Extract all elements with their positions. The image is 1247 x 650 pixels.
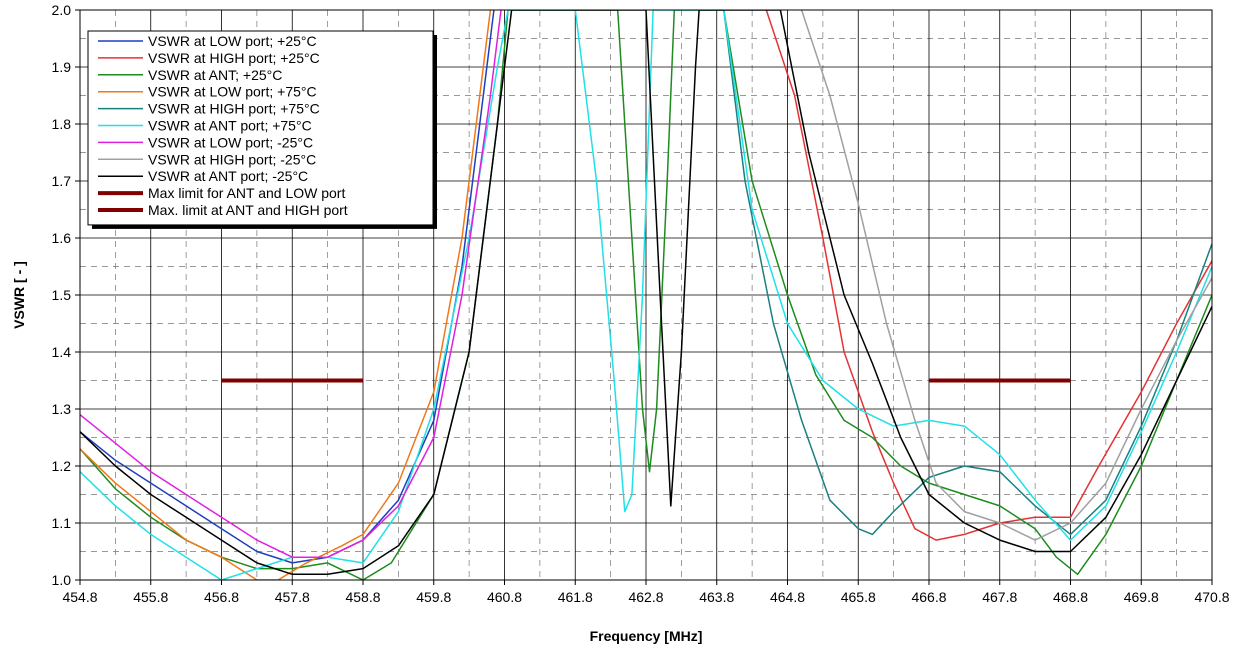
x-tick-label: 460.8 [487,589,522,605]
x-tick-label: 469.8 [1124,589,1159,605]
x-axis-ticks: 454.8 455.8 456.8 457.8 458.8 459.8 460.8 461.8… [62,580,1230,605]
legend-label: VSWR at ANT; +25°C [148,67,282,83]
legend-label: VSWR at ANT port; +75°C [148,118,312,134]
series-line-9 [80,10,1212,576]
x-tick-label: 468.8 [1053,589,1088,605]
legend-label: VSWR at ANT port; -25°C [148,168,308,184]
x-tick-label: 462.8 [628,589,663,605]
y-tick-label: 1.5 [52,287,72,303]
series-line-6 [80,10,1212,580]
x-tick-label: 467.8 [982,589,1017,605]
series-line-7 [80,10,502,558]
y-tick-label: 2.0 [52,2,72,18]
y-tick-label: 1.0 [52,572,72,588]
y-tick-label: 1.7 [52,173,72,189]
series-line-4 [80,10,492,580]
y-axis-title: VSWR [ - ] [11,261,27,329]
series-line-5 [723,10,1212,536]
legend-label: Max limit for ANT and LOW port [148,185,345,201]
x-tick-label: 470.8 [1194,589,1229,605]
x-tick-label: 454.8 [62,589,97,605]
y-tick-label: 1.3 [52,401,72,417]
x-tick-label: 466.8 [911,589,946,605]
y-tick-label: 1.2 [52,458,72,474]
x-tick-label: 456.8 [204,589,239,605]
y-tick-label: 1.1 [52,515,72,531]
x-tick-label: 465.8 [841,589,876,605]
x-tick-label: 459.8 [416,589,451,605]
x-axis-title: Frequency [MHz] [590,628,703,644]
legend-label: VSWR at LOW port; +75°C [148,84,317,100]
x-tick-label: 463.8 [699,589,734,605]
x-tick-label: 455.8 [133,589,168,605]
y-tick-label: 1.6 [52,230,72,246]
legend-label: VSWR at HIGH port; +75°C [148,101,320,117]
series-layer [80,10,1212,580]
x-tick-label: 461.8 [558,589,593,605]
y-tick-label: 1.9 [52,59,72,75]
x-tick-label: 464.8 [770,589,805,605]
legend-label: VSWR at HIGH port; +25°C [148,50,320,66]
y-tick-label: 1.4 [52,344,72,360]
legend-label: VSWR at LOW port; +25°C [148,33,317,49]
legend-label: VSWR at HIGH port; -25°C [148,151,316,167]
y-axis-ticks: 1.0 1.1 1.2 1.3 1.4 1.5 1.6 1.7 1.8 1.9 2.0 [52,2,80,588]
legend-label: VSWR at LOW port; -25°C [148,134,313,150]
x-tick-label: 458.8 [345,589,380,605]
major-grid [79,9,1213,581]
series-line-8 [800,10,1212,541]
legend-box [87,30,434,226]
series-line-2 [765,10,1212,541]
x-tick-label: 457.8 [275,589,310,605]
legend-label: Max. limit at ANT and HIGH port [148,202,348,218]
y-tick-label: 1.8 [52,116,72,132]
